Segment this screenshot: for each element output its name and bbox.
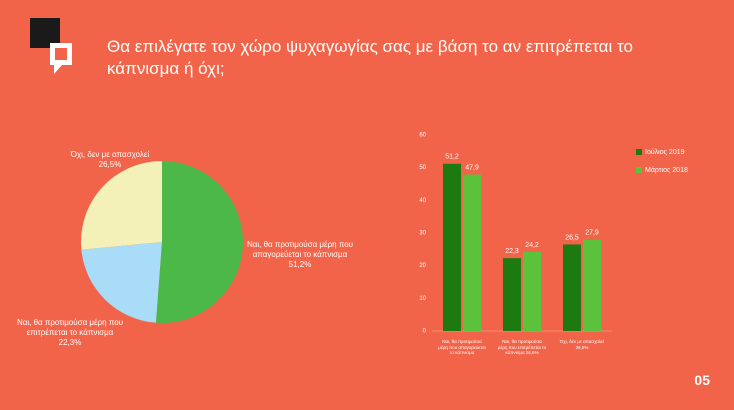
slide-title: Θα επιλέγατε τον χώρο ψυχαγωγίας σας με … [107,37,633,78]
page-number: 05 [694,372,710,388]
slice-value: 22,3% [58,338,82,347]
y-tick-label: 50 [419,165,426,171]
bar [463,174,481,331]
legend-swatch [636,167,642,173]
bar [443,163,461,331]
pie-slice [81,161,162,250]
x-tick-label: Ναι, θα προτιμούσα μέρη που απαγορεύεται… [438,339,486,355]
slice-category: Όχι, δεν με απασχολεί [70,150,150,159]
legend-label: Μάρτιος 2018 [645,166,688,174]
bar [583,239,601,331]
value-label: 51,2 [445,154,459,161]
slice-category: Ναι, θα προτιμούσα μέρη που επιτρέπεται … [16,318,124,337]
logo [30,18,72,74]
slice-value: 51,2% [288,260,312,269]
x-tick-label: Όχι, δεν με απασχολεί 26,5% [559,339,605,350]
pie-slice [81,242,162,323]
bar [503,258,521,331]
value-label: 27,9 [585,230,599,237]
legend-label: Ιούλιος 2019 [645,148,685,156]
bar [523,251,541,331]
x-tick-label: Ναι, θα προτιμούσα μέρη που επιτρέπεται … [497,339,547,355]
value-label: 22,3 [505,248,519,255]
pie-slice [155,161,243,323]
slice-category: Ναι, θα προτιμούσα μέρη που απαγορεύεται… [246,240,354,259]
value-label: 24,2 [525,242,539,249]
y-tick-label: 0 [423,329,427,335]
slice-label: Ναι, θα προτιμούσα μέρη που απαγορεύεται… [245,240,355,270]
slice-label: Όχι, δεν με απασχολεί 26,5% [55,150,165,170]
bar [563,244,581,331]
legend-swatch [636,149,642,155]
slice-label: Ναι, θα προτιμούσα μέρη που επιτρέπεται … [15,318,125,348]
y-tick-label: 30 [419,231,426,237]
y-tick-label: 60 [419,133,426,139]
value-label: 26,5 [565,234,579,241]
value-label: 47,9 [465,164,479,171]
y-tick-label: 10 [419,296,426,302]
slice-value: 26,5% [98,160,122,169]
y-tick-label: 20 [419,263,426,269]
y-tick-label: 40 [419,198,426,204]
